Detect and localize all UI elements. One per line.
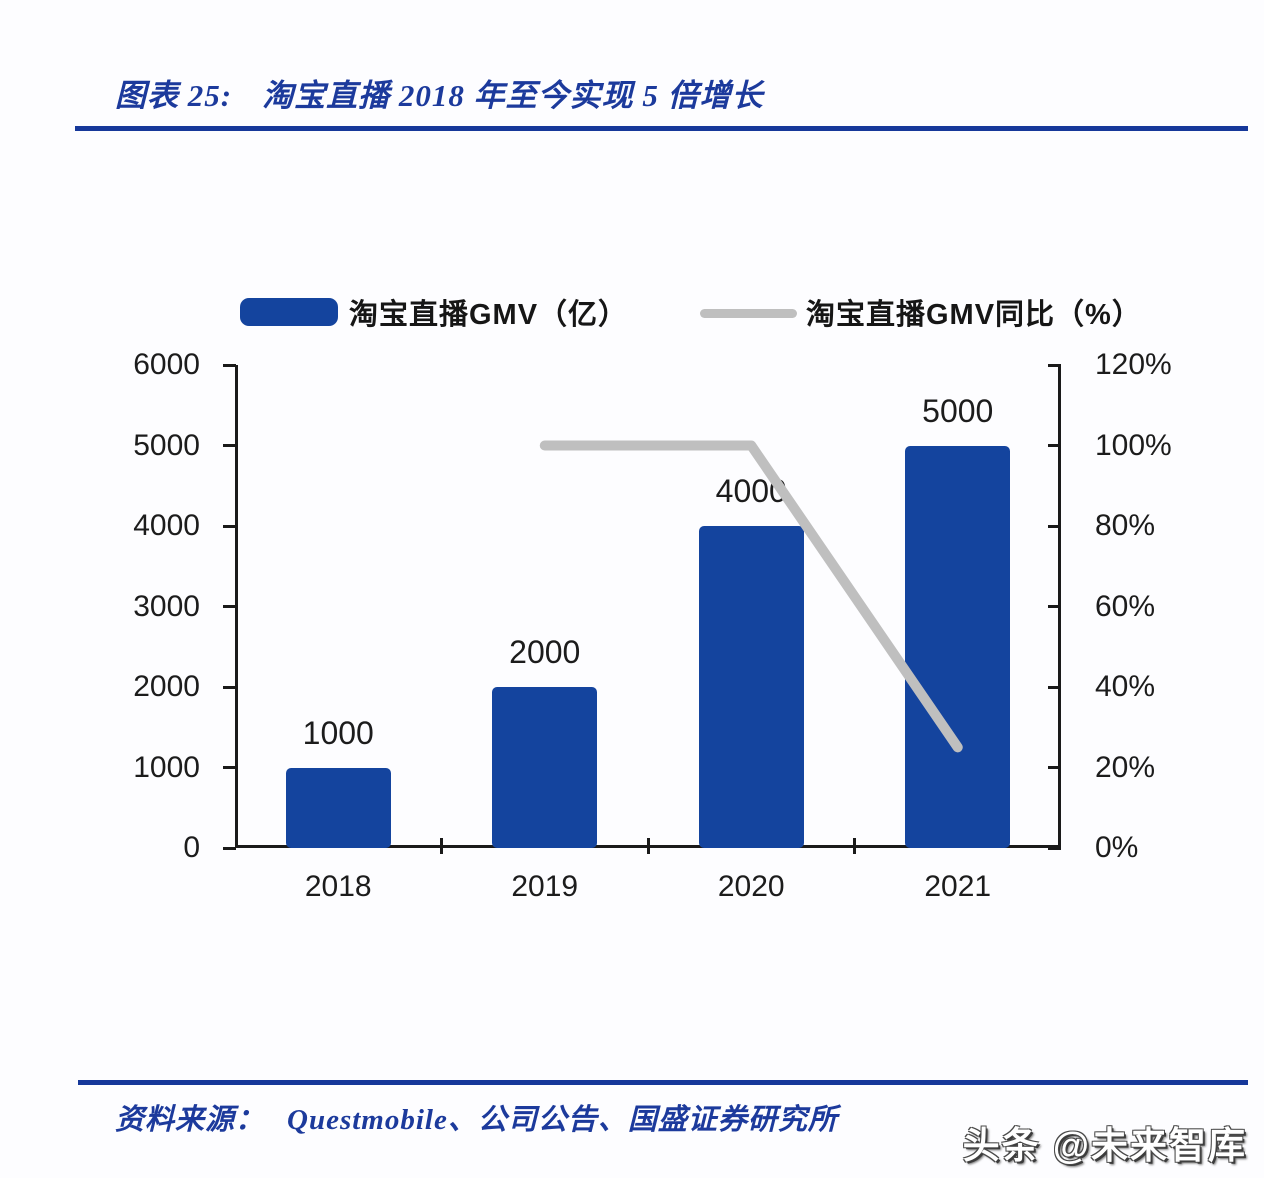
legend-label-yoy: 淘宝直播GMV同比（%）	[806, 299, 1142, 331]
right-axis-tick	[1048, 363, 1061, 367]
right-axis-label: 80%	[1095, 509, 1156, 542]
right-axis-label: 60%	[1095, 589, 1156, 623]
bar-2018	[285, 767, 391, 848]
bar-2020	[698, 526, 804, 848]
left-axis-tick	[223, 605, 236, 608]
bar-value-label: 5000	[922, 392, 994, 429]
right-axis-label: 0%	[1095, 831, 1139, 864]
source-line: 资料来源： Questmobile、公司公告、国盛证券研究所	[115, 1096, 838, 1138]
legend-bar-swatch-icon	[240, 298, 338, 326]
left-axis-label: 0	[183, 831, 200, 864]
left-axis-label: 3000	[133, 589, 200, 623]
watermark-text: 头条 @未来智库	[962, 1125, 1247, 1166]
x-axis-label-2020: 2020	[717, 870, 785, 903]
left-axis-label: 6000	[133, 348, 200, 381]
right-axis-label: 120%	[1095, 348, 1172, 381]
bar-2019	[492, 687, 598, 848]
left-axis-label: 1000	[133, 750, 200, 784]
x-axis-label-2018: 2018	[304, 870, 372, 903]
left-axis-tick	[223, 363, 236, 367]
right-axis-label: 40%	[1095, 670, 1156, 703]
left-axis-tick	[223, 766, 236, 769]
left-axis-tick	[223, 846, 236, 850]
figure-title-text: 淘宝直播 2018 年至今实现 5 倍增长	[262, 78, 764, 113]
bar-value-label: 1000	[302, 714, 374, 751]
x-axis-label-2021: 2021	[924, 870, 992, 903]
x-axis-label-2019: 2019	[511, 870, 579, 903]
figure-title: 图表 25: 淘宝直播 2018 年至今实现 5 倍增长	[115, 70, 764, 115]
left-axis-label: 2000	[133, 670, 200, 703]
legend-line-swatch-icon	[700, 309, 797, 318]
right-axis-tick	[1048, 685, 1061, 689]
right-axis-tick	[1048, 605, 1061, 608]
figure-number: 图表 25:	[115, 78, 233, 113]
left-axis-label: 4000	[133, 509, 200, 542]
legend-label-gmv: 淘宝直播GMV（亿）	[349, 299, 629, 331]
left-axis-label: 5000	[133, 428, 200, 462]
bar-2021	[905, 445, 1011, 848]
right-axis-tick	[1048, 444, 1061, 447]
bar-value-label: 4000	[715, 473, 787, 509]
right-axis-label: 100%	[1095, 428, 1172, 462]
right-axis-tick	[1048, 766, 1061, 769]
left-axis-tick	[223, 524, 236, 528]
source-text: Questmobile、公司公告、国盛证券研究所	[287, 1104, 838, 1136]
x-axis-tick	[853, 838, 856, 854]
right-axis-tick	[1048, 524, 1061, 528]
left-axis-tick	[223, 444, 236, 447]
title-divider-rule	[75, 126, 1248, 131]
left-axis-tick	[223, 685, 236, 689]
source-label: 资料来源：	[115, 1104, 266, 1136]
x-axis-tick	[646, 838, 650, 854]
bar-value-label: 2000	[509, 634, 581, 670]
footer-divider-rule	[78, 1080, 1248, 1085]
right-axis-tick	[1048, 846, 1061, 850]
x-axis-tick	[440, 838, 443, 854]
right-axis-label: 20%	[1095, 750, 1156, 784]
